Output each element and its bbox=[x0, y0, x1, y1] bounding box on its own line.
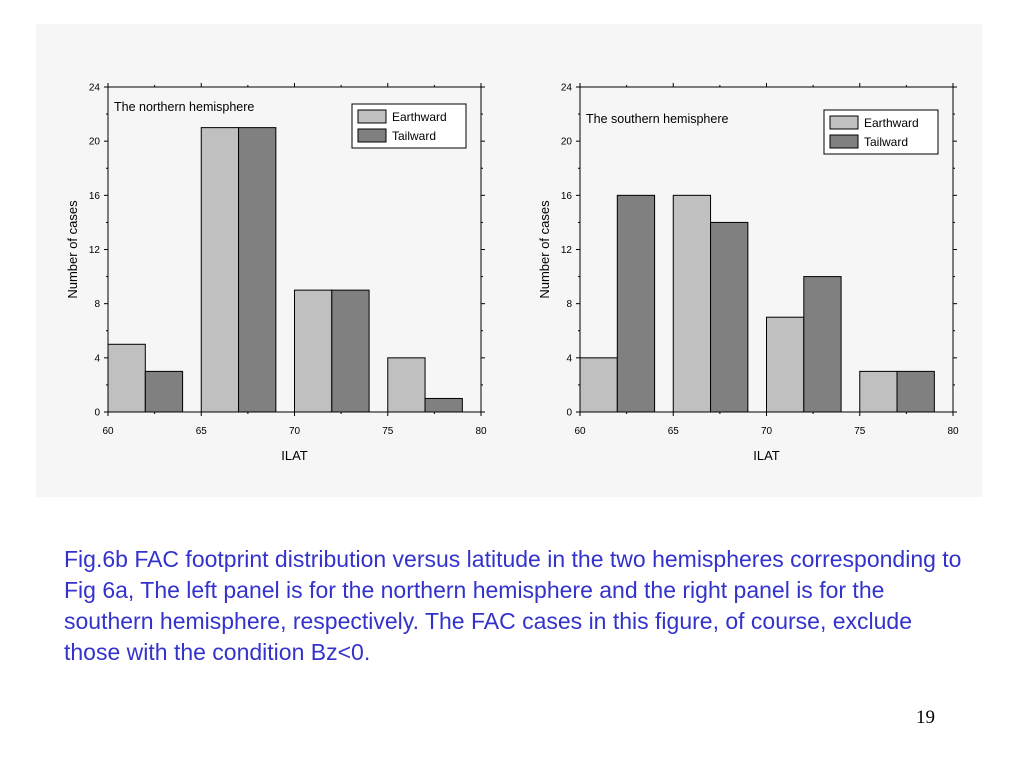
north-y-tick-label-1: 4 bbox=[94, 353, 100, 364]
south-bar-tailward-1 bbox=[710, 221, 749, 413]
south-bar-earthward-0 bbox=[579, 357, 618, 413]
south-y-tick-label-0: 0 bbox=[566, 408, 572, 419]
figure-panel bbox=[36, 24, 982, 497]
south-bar-earthward-2 bbox=[766, 316, 805, 413]
north-y-tick-label-6: 24 bbox=[89, 83, 101, 94]
north-bar-tailward-1 bbox=[238, 127, 277, 413]
south-legend-label-earthward: Earthward bbox=[864, 116, 919, 130]
north-bar-tailward-3 bbox=[424, 397, 463, 413]
south-y-tick-label-1: 4 bbox=[566, 353, 572, 364]
north-bar-tailward-2 bbox=[331, 289, 370, 413]
north-y-axis-label: Number of cases bbox=[65, 200, 80, 299]
south-y-tick-label-2: 8 bbox=[566, 299, 572, 310]
south-x-axis-label: ILAT bbox=[753, 448, 780, 463]
north-legend-label-tailward: Tailward bbox=[392, 129, 436, 143]
north-bar-earthward-3 bbox=[387, 357, 426, 413]
north-legend-swatch-tailward bbox=[357, 128, 387, 143]
south-y-tick-label-3: 12 bbox=[561, 245, 573, 256]
north-y-tick-label-4: 16 bbox=[89, 191, 101, 202]
south-legend-label-tailward: Tailward bbox=[864, 135, 908, 149]
north-bar-earthward-1 bbox=[200, 127, 240, 413]
south-x-tick-label-2: 70 bbox=[761, 426, 773, 437]
south-bar-earthward-3 bbox=[859, 370, 898, 413]
south-legend-swatch-earthward bbox=[829, 115, 859, 130]
north-x-tick-label-4: 80 bbox=[475, 426, 487, 437]
north-y-tick-label-5: 20 bbox=[89, 137, 101, 148]
north-bar-earthward-0 bbox=[107, 343, 146, 413]
figure-caption: Fig.6b FAC footprint distribution versus… bbox=[64, 546, 962, 665]
south-y-tick-label-6: 24 bbox=[561, 83, 573, 94]
south-x-tick-label-1: 65 bbox=[668, 426, 680, 437]
north-x-tick-label-2: 70 bbox=[289, 426, 301, 437]
south-bar-earthward-1 bbox=[672, 194, 712, 413]
south-y-tick-label-5: 20 bbox=[561, 137, 573, 148]
south-x-tick-label-4: 80 bbox=[947, 426, 959, 437]
page-number: 19 bbox=[916, 707, 935, 728]
north-x-tick-label-1: 65 bbox=[196, 426, 208, 437]
south-legend-swatch-tailward bbox=[829, 134, 859, 149]
south-x-tick-label-3: 75 bbox=[854, 426, 866, 437]
north-bar-earthward-2 bbox=[294, 289, 333, 413]
north-panel-title: The northern hemisphere bbox=[114, 100, 254, 114]
north-legend-label-earthward: Earthward bbox=[392, 110, 447, 124]
south-bar-tailward-0 bbox=[616, 194, 656, 413]
south-panel-title: The southern hemisphere bbox=[586, 112, 728, 126]
south-x-tick-label-0: 60 bbox=[574, 426, 586, 437]
north-legend-swatch-earthward bbox=[357, 109, 387, 124]
south-bar-tailward-2 bbox=[803, 276, 842, 413]
south-y-axis-label: Number of cases bbox=[537, 200, 552, 299]
north-y-tick-label-2: 8 bbox=[94, 299, 100, 310]
north-x-tick-label-3: 75 bbox=[382, 426, 394, 437]
north-y-tick-label-0: 0 bbox=[94, 408, 100, 419]
north-x-tick-label-0: 60 bbox=[102, 426, 114, 437]
south-y-tick-label-4: 16 bbox=[561, 191, 573, 202]
north-bar-tailward-0 bbox=[144, 370, 184, 413]
south-bar-tailward-3 bbox=[896, 370, 935, 413]
north-y-tick-label-3: 12 bbox=[89, 245, 101, 256]
north-x-axis-label: ILAT bbox=[281, 448, 308, 463]
